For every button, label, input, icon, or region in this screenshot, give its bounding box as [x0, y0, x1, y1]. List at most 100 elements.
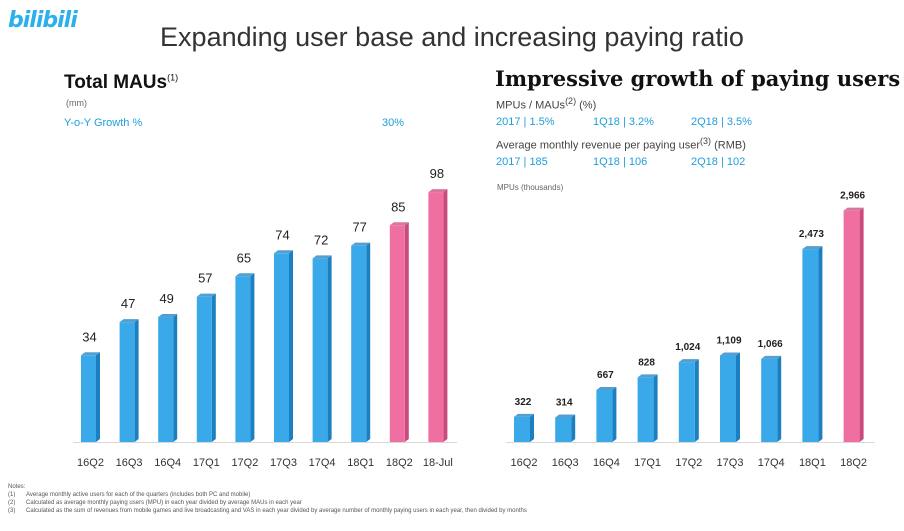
mpu-bar-18Q2 — [843, 207, 864, 442]
mau-bar-top — [119, 319, 139, 323]
note-2-num: (2) — [8, 500, 16, 506]
mau-bar-17Q2 — [235, 273, 255, 442]
mau-bar-17Q4 — [312, 255, 332, 442]
mau-bar-side — [250, 273, 255, 442]
mpu-bar-side — [694, 359, 699, 442]
mpu-bar-top — [720, 352, 740, 356]
mau-bar-18Q1 — [351, 242, 371, 442]
mau-bar-top — [351, 242, 371, 246]
mpu-bar-front — [596, 389, 613, 442]
mau-value-label-18Q1: 77 — [352, 220, 366, 235]
mpu-value-label-18Q1: 2,473 — [799, 229, 824, 240]
footnotes: Notes: (1) Average monthly active users f… — [8, 483, 527, 515]
mau-bar-side — [443, 189, 448, 442]
mau-category-label-16Q4: 16Q4 — [154, 457, 181, 469]
mau-bar-front — [158, 317, 174, 442]
mau-bar-top — [312, 255, 332, 259]
arppu-label: Average monthly revenue per paying user (… — [496, 136, 746, 152]
mpu-category-label-16Q3: 16Q3 — [552, 457, 579, 469]
mau-category-label-16Q2: 16Q2 — [77, 457, 104, 469]
mpu-bar-18Q1 — [802, 246, 823, 442]
mau-bar-top — [81, 352, 100, 356]
mau-bar-side — [134, 319, 139, 442]
mpu-category-label-16Q2: 16Q2 — [511, 457, 538, 469]
arppu-unit: (RMB) — [714, 139, 746, 152]
mpu-bar-front — [720, 355, 736, 442]
mau-bar-front — [351, 245, 367, 442]
mpu-bar-top — [637, 374, 658, 378]
mpu-bar-top — [555, 414, 576, 418]
mpu-value-label-17Q3: 1,109 — [716, 335, 741, 346]
mau-bar-17Q1 — [196, 293, 216, 442]
mpu-bar-side — [736, 352, 740, 442]
mpu-bar-front — [555, 417, 572, 442]
mau-category-label-18Q2: 18Q2 — [386, 457, 413, 469]
mpu-value-label-16Q4: 667 — [597, 370, 614, 381]
mpu-bar-top — [761, 355, 782, 359]
mau-bar-top — [428, 189, 448, 193]
mau-bar-side — [211, 293, 216, 442]
mau-bar-front — [428, 192, 444, 442]
mau-bar-front — [119, 322, 135, 442]
mau-bar-side — [327, 255, 332, 442]
mau-value-label-16Q2: 34 — [82, 329, 96, 344]
mau-bar-16Q4 — [158, 314, 178, 442]
mau-category-label-17Q1: 17Q1 — [193, 457, 220, 469]
mau-category-label-16Q3: 16Q3 — [116, 457, 143, 469]
mau-bar-top — [389, 222, 409, 226]
mpu-bar-top — [678, 359, 699, 363]
footnote-ref-2: (2) — [565, 96, 577, 106]
mpu-bar-top — [514, 413, 534, 417]
mau-value-label-17Q4: 72 — [314, 232, 328, 247]
mau-bar-front — [81, 355, 96, 442]
mpu-bar-front — [761, 358, 778, 442]
mpu-value-label-17Q2: 1,024 — [675, 342, 700, 353]
mau-value-label-18-Jul: 98 — [430, 166, 444, 181]
mau-bar-front — [196, 296, 212, 442]
mpu-value-label-17Q1: 828 — [638, 357, 655, 368]
ratio-2017: 2017 | 1.5% — [496, 116, 555, 128]
mau-bar-front — [235, 276, 251, 442]
mpu-bar-17Q3 — [720, 352, 740, 442]
ratio-2q18: 2Q18 | 3.5% — [691, 116, 752, 128]
mau-value-label-18Q2: 85 — [391, 199, 405, 214]
note-1: (1) Average monthly active users for each… — [8, 491, 527, 499]
mau-value-label-16Q4: 49 — [159, 291, 173, 306]
mau-value-label-17Q1: 57 — [198, 271, 212, 286]
mau-bar-side — [289, 250, 293, 442]
arppu-label-text: Average monthly revenue per paying user — [496, 139, 701, 152]
mau-category-label-17Q4: 17Q4 — [309, 457, 336, 469]
mpu-bar-side — [777, 355, 782, 442]
mau-value-label-17Q2: 65 — [237, 250, 251, 265]
mau-category-label-18Q1: 18Q1 — [347, 457, 374, 469]
mpu-category-label-17Q1: 17Q1 — [634, 457, 661, 469]
mpu-value-label-18Q2: 2,966 — [840, 191, 865, 202]
mau-bar-front — [312, 258, 328, 442]
mpu-category-label-16Q4: 16Q4 — [593, 457, 620, 469]
note-2: (2) Calculated as average monthly paying … — [8, 499, 527, 507]
mpu-bar-front — [678, 362, 695, 442]
mpu-bar-front — [843, 210, 860, 442]
mpu-unit: MPUs (thousands) — [497, 183, 564, 192]
mpu-category-label-17Q4: 17Q4 — [758, 457, 785, 469]
mau-bar-16Q2 — [81, 352, 100, 442]
mpu-bar-side — [653, 374, 658, 442]
mau-bar-side — [173, 314, 178, 442]
note-1-num: (1) — [8, 492, 16, 498]
mau-bar-top — [196, 293, 216, 297]
yoy-growth-label: Y-o-Y Growth % — [64, 117, 143, 129]
page-title: Expanding user base and increasing payin… — [160, 22, 744, 52]
mpu-category-label-18Q2: 18Q2 — [840, 457, 867, 469]
mau-bar-top — [274, 250, 293, 254]
mpu-value-label-16Q2: 322 — [515, 397, 532, 408]
mau-category-label-17Q2: 17Q2 — [231, 457, 258, 469]
mau-bar-top — [158, 314, 178, 318]
mpu-category-label-17Q3: 17Q3 — [717, 457, 744, 469]
ratio-unit: (%) — [579, 99, 597, 112]
mpu-category-label-17Q2: 17Q2 — [675, 457, 702, 469]
mpu-value-label-17Q4: 1,066 — [758, 339, 783, 350]
mau-value-label-16Q3: 47 — [121, 296, 135, 311]
mpu-bar-side — [859, 207, 864, 442]
arppu-2q18: 2Q18 | 102 — [691, 156, 746, 168]
note-3: (3) Calculated as the sum of revenues fro… — [8, 507, 527, 515]
